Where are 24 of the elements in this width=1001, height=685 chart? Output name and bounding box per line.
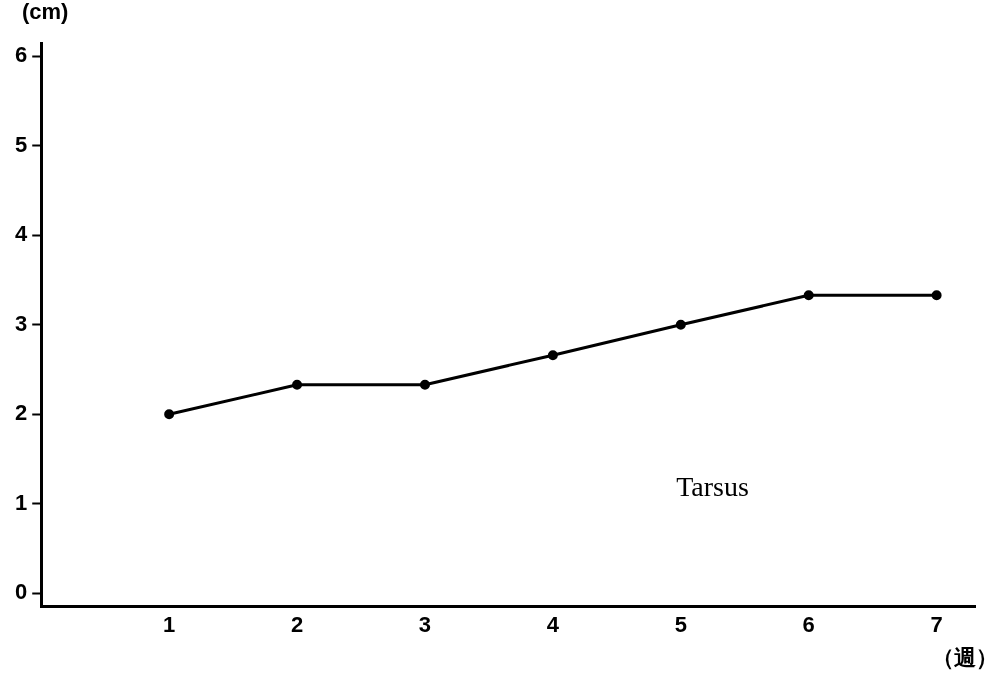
x-tick-label: 3 xyxy=(418,611,432,637)
x-tick-label: 1 xyxy=(163,611,176,637)
point xyxy=(931,290,942,301)
point xyxy=(292,379,303,390)
x-tick-label: 4 xyxy=(546,611,560,637)
x-tick-label: 2 xyxy=(290,611,304,637)
x-axis-title: （週） xyxy=(932,645,998,671)
y-axis-title: (cm) xyxy=(22,0,69,25)
point xyxy=(675,319,686,330)
y-tick-label: 4 xyxy=(14,221,28,247)
x-tick-label: 7 xyxy=(930,611,943,637)
y-tick-label: 2 xyxy=(14,400,28,426)
annotation: Tarsus xyxy=(676,470,749,502)
x-tick-label: 6 xyxy=(802,611,815,637)
y-tick-label: 3 xyxy=(14,310,28,336)
point xyxy=(803,290,814,301)
point xyxy=(419,379,430,390)
y-tick-label: 5 xyxy=(14,131,28,157)
y-tick-label: 0 xyxy=(14,579,28,605)
y-tick-label: 1 xyxy=(14,489,28,515)
point xyxy=(164,409,175,420)
point xyxy=(547,350,558,361)
y-tick-label: 6 xyxy=(14,42,28,68)
x-tick-label: 5 xyxy=(674,611,687,637)
